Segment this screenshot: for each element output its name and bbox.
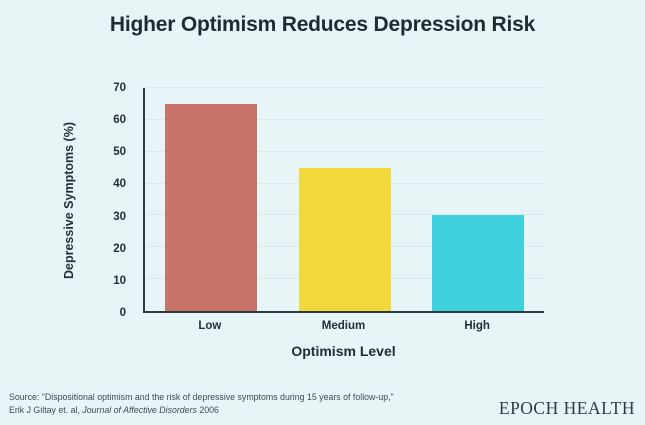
bar-low	[165, 103, 258, 311]
y-tick-label-20: 20	[113, 242, 126, 255]
gridline-60	[145, 118, 544, 120]
source-note: Source: "Dispositional optimism and the …	[9, 391, 394, 417]
y-axis-ticks: 0 10 20 30 40 50 60 70	[0, 82, 136, 319]
bar-high	[431, 215, 524, 311]
x-tick-label-low: Low	[198, 320, 222, 332]
journal-name: Journal of Affective Disorders	[82, 404, 197, 415]
bar-medium	[298, 167, 391, 311]
x-axis-ticks: Low Medium High	[143, 320, 544, 336]
y-tick-label-60: 60	[113, 114, 126, 127]
gridline-50	[145, 150, 544, 152]
source-line-1: Source: "Dispositional optimism and the …	[9, 392, 394, 402]
y-tick-label-70: 70	[113, 82, 126, 94]
chart-title: Higher Optimism Reduces Depression Risk	[109, 13, 536, 36]
y-tick-label-0: 0	[119, 307, 126, 319]
y-tick-label-40: 40	[113, 178, 126, 191]
x-tick-label-high: High	[464, 320, 490, 332]
y-tick-label-30: 30	[113, 210, 126, 223]
x-tick-label-medium: Medium	[321, 320, 366, 332]
y-tick-label-10: 10	[113, 274, 126, 287]
brand-logo: EPOCH HEALTH	[498, 398, 635, 418]
y-tick-label-50: 50	[113, 146, 126, 159]
x-axis-title: Optimism Level	[291, 343, 396, 359]
plot-area	[143, 87, 544, 313]
gridline-70	[145, 87, 544, 88]
source-line-2: Erik J Giltay et. al, Journal of Affecti…	[9, 404, 219, 415]
